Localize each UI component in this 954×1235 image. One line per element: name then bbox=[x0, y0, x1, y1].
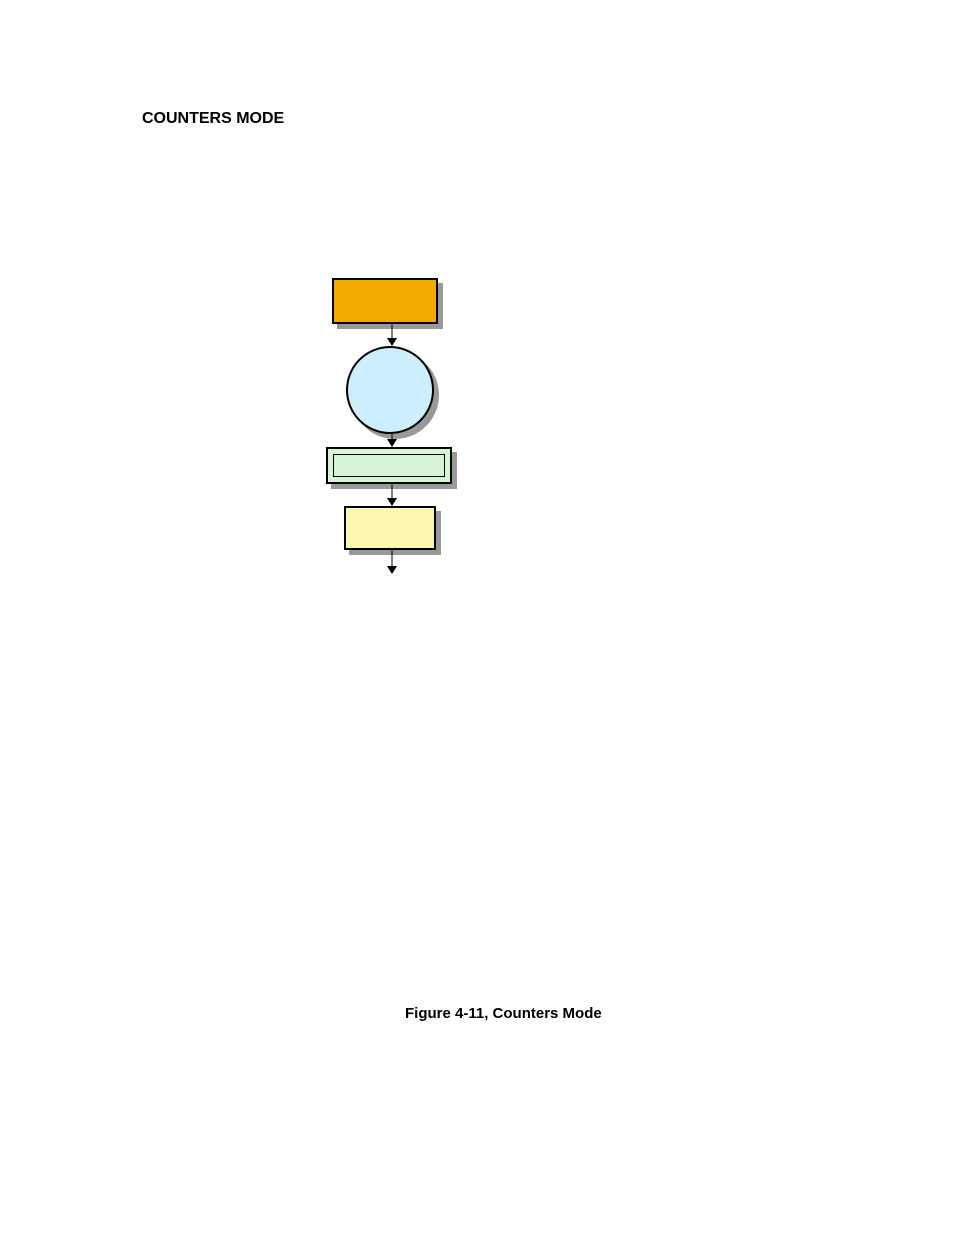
arrow-head-icon bbox=[387, 566, 397, 574]
arrow-head-icon bbox=[387, 439, 397, 447]
next-node bbox=[344, 506, 436, 550]
page: COUNTERS MODE bbox=[0, 0, 954, 1235]
arrow-head-icon bbox=[387, 498, 397, 506]
arrow-shaft bbox=[392, 484, 393, 498]
display-node bbox=[326, 447, 452, 484]
start-node bbox=[332, 278, 438, 324]
section-title: COUNTERS MODE bbox=[142, 110, 284, 128]
arrow-shaft bbox=[392, 324, 393, 338]
display-node-inner bbox=[333, 454, 445, 477]
arrow-shaft bbox=[392, 550, 393, 566]
state-node bbox=[346, 346, 434, 434]
figure-caption: Figure 4-11, Counters Mode bbox=[405, 1005, 602, 1022]
arrow-head-icon bbox=[387, 338, 397, 346]
